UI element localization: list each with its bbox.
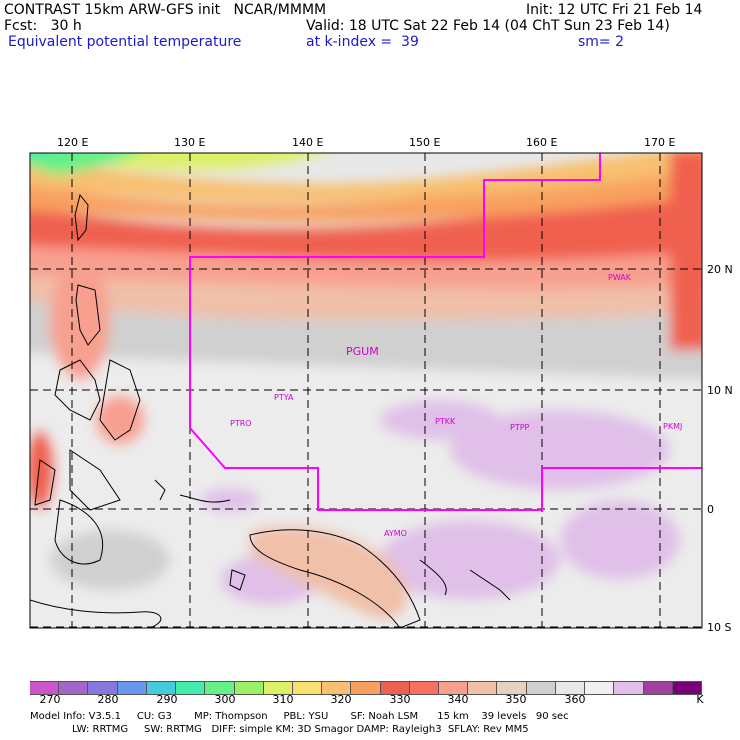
lat-label-10s: 10 S [707,621,732,634]
eez-boundary [189,153,702,511]
colorbar-label: 300 [214,693,236,706]
station-pgum: PGUM [346,345,379,358]
footer-model-info: Model Info: V3.5.1 CU: G3 MP: Thompson P… [30,711,569,722]
colorbar-label: 280 [97,693,119,706]
colorbar-swatch [351,681,381,695]
colorbar-swatch [497,681,527,695]
colorbar-swatch [614,681,644,695]
lat-label-0: 0 [707,503,714,516]
colorbar-swatch [380,681,410,695]
colorbar-swatch [292,681,323,695]
header-init: Init: 12 UTC Fri 21 Feb 14 [526,2,703,18]
colorbar-label: 320 [330,693,352,706]
colorbar-swatch [117,681,147,695]
smoothing: sm= 2 [578,34,625,50]
colorbar-label: K [696,693,704,706]
lon-label-130: 130 E [174,136,206,149]
map-frame [29,152,703,629]
lon-label-170: 170 E [644,136,676,149]
colorbar-label: 330 [389,693,411,706]
field-name: Equivalent potential temperature [8,34,242,50]
footer-physics: LW: RRTMG SW: RRTMG DIFF: simple KM: 3D … [72,724,529,735]
station-ptkk: PTKK [435,417,456,426]
colorbar-swatch [439,681,469,695]
colorbar-swatch [234,681,264,695]
colorbar-swatch [409,681,440,695]
colorbar-swatch [643,681,673,695]
lat-label-20n: 20 N [707,263,733,276]
colorbar-swatch [322,681,352,695]
header-valid: Valid: 18 UTC Sat 22 Feb 14 (04 ChT Sun … [306,18,670,34]
colorbar-label: 350 [505,693,527,706]
colorbar-label: 310 [272,693,294,706]
station-ptpp: PTPP [510,423,530,432]
colorbar-swatch [176,681,206,695]
colorbar-swatch [59,681,89,695]
theta-e-field [30,153,702,628]
colorbar-label: 290 [156,693,178,706]
k-index: at k-index = 39 [306,34,419,50]
header-title: CONTRAST 15km ARW-GFS init NCAR/MMMM [4,2,327,18]
colorbar-swatch [468,681,498,695]
colorbar-label: 360 [564,693,586,706]
coastlines [30,193,511,628]
header-forecast: Fcst: 30 h [4,18,82,34]
colorbar-swatch [88,681,118,695]
colorbar-swatch [672,681,702,695]
station-pkmj: PKMJ [663,422,683,431]
colorbar-swatch [263,681,293,695]
lon-label-120: 120 E [57,136,89,149]
lon-label-150: 150 E [409,136,441,149]
lat-label-10n: 10 N [707,384,733,397]
colorbar-label: 270 [39,693,61,706]
station-aymo: AYMO [384,529,407,538]
colorbar-label: 340 [447,693,469,706]
station-ptya: PTYA [274,393,294,402]
colorbar-swatch [585,681,615,695]
lon-label-140: 140 E [292,136,324,149]
station-ptro: PTRO [230,419,252,428]
colorbar-swatch [555,681,586,695]
colorbar-swatch [146,681,177,695]
lat-lon-grid [30,153,702,628]
station-pwak: PWAK [608,273,632,282]
colorbar-swatch [30,681,60,695]
colorbar-swatch [205,681,235,695]
colorbar-swatch [526,681,556,695]
lon-label-160: 160 E [526,136,558,149]
